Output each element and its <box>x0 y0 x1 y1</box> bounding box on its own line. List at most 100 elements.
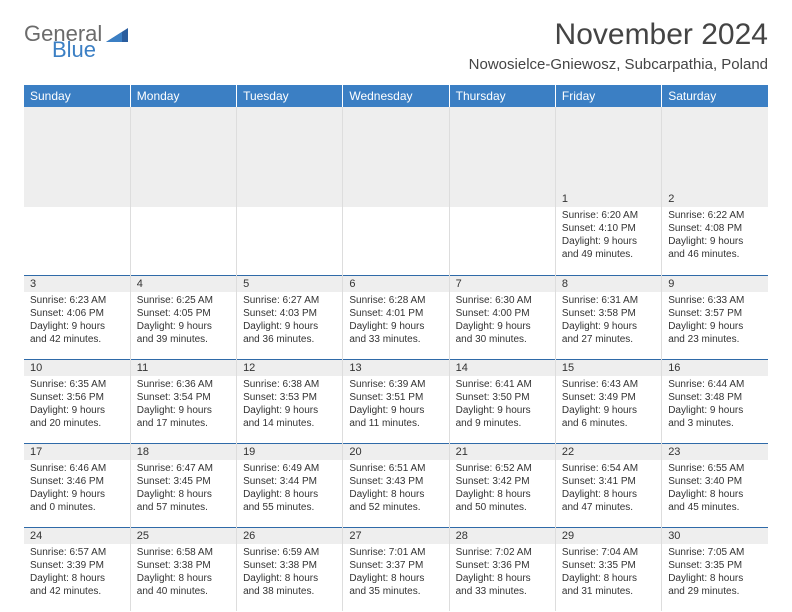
day-number: 8 <box>556 275 661 292</box>
calendar-empty-cell <box>237 191 343 275</box>
day-header: Thursday <box>449 85 555 107</box>
daylight-line1: Daylight: 8 hours <box>562 572 655 585</box>
sunrise-text: Sunrise: 6:30 AM <box>456 294 549 307</box>
daylight-line1: Daylight: 8 hours <box>137 488 230 501</box>
day-body: Sunrise: 7:04 AMSunset: 3:35 PMDaylight:… <box>556 544 661 602</box>
daylight-line2: and 49 minutes. <box>562 248 655 261</box>
sunrise-text: Sunrise: 6:43 AM <box>562 378 655 391</box>
sunset-text: Sunset: 4:06 PM <box>30 307 124 320</box>
day-body: Sunrise: 7:05 AMSunset: 3:35 PMDaylight:… <box>662 544 768 602</box>
daylight-line2: and 36 minutes. <box>243 333 336 346</box>
calendar-day-cell: 21Sunrise: 6:52 AMSunset: 3:42 PMDayligh… <box>449 443 555 527</box>
sunset-text: Sunset: 3:36 PM <box>456 559 549 572</box>
month-title: November 2024 <box>469 18 768 52</box>
day-number: 20 <box>343 443 448 460</box>
calendar-day-cell: 22 Sunrise: 6:54 AMSunset: 3:41 PMDayligh… <box>555 443 661 527</box>
day-number: 27 <box>343 527 448 544</box>
daylight-line1: Daylight: 9 hours <box>562 235 655 248</box>
day-body: Sunrise: 6:39 AMSunset: 3:51 PMDaylight:… <box>343 376 448 434</box>
sunrise-text: Sunrise: 6:51 AM <box>349 462 442 475</box>
day-number: 24 <box>24 527 130 544</box>
day-body: Sunrise: 6:49 AMSunset: 3:44 PMDaylight:… <box>237 460 342 518</box>
sunrise-text: Sunrise: 6:36 AM <box>137 378 230 391</box>
day-number: 15 <box>556 359 661 376</box>
daylight-line1: Daylight: 9 hours <box>30 404 124 417</box>
day-number: 23 <box>662 443 768 460</box>
daylight-line1: Daylight: 8 hours <box>137 572 230 585</box>
sunrise-text: Sunrise: 6:47 AM <box>137 462 230 475</box>
spacer-row <box>24 107 768 191</box>
daylight-line1: Daylight: 9 hours <box>456 404 549 417</box>
sunrise-text: Sunrise: 6:39 AM <box>349 378 442 391</box>
calendar-day-cell: 16Sunrise: 6:44 AMSunset: 3:48 PMDayligh… <box>662 359 768 443</box>
sunset-text: Sunset: 3:41 PM <box>562 475 655 488</box>
daylight-line2: and 47 minutes. <box>562 501 655 514</box>
calendar-day-cell: 15Sunrise: 6:43 AMSunset: 3:49 PMDayligh… <box>555 359 661 443</box>
calendar-empty-cell <box>130 191 236 275</box>
day-number: 9 <box>662 275 768 292</box>
sunset-text: Sunset: 3:44 PM <box>243 475 336 488</box>
calendar-week-row: 3Sunrise: 6:23 AMSunset: 4:06 PMDaylight… <box>24 275 768 359</box>
sunrise-text: Sunrise: 6:54 AM <box>562 462 655 475</box>
calendar-empty-cell <box>343 191 449 275</box>
sunset-text: Sunset: 3:53 PM <box>243 391 336 404</box>
day-body: Sunrise: 6:23 AMSunset: 4:06 PMDaylight:… <box>24 292 130 350</box>
day-body: Sunrise: 6:38 AMSunset: 3:53 PMDaylight:… <box>237 376 342 434</box>
daylight-line1: Daylight: 9 hours <box>668 320 762 333</box>
day-header: Tuesday <box>237 85 343 107</box>
daylight-line2: and 42 minutes. <box>30 585 124 598</box>
daylight-line1: Daylight: 9 hours <box>668 404 762 417</box>
daylight-line1: Daylight: 8 hours <box>668 572 762 585</box>
empty-daynum <box>24 191 130 207</box>
sunset-text: Sunset: 4:03 PM <box>243 307 336 320</box>
calendar-day-cell: 20Sunrise: 6:51 AMSunset: 3:43 PMDayligh… <box>343 443 449 527</box>
day-body: Sunrise: 6:30 AMSunset: 4:00 PMDaylight:… <box>450 292 555 350</box>
sunset-text: Sunset: 3:40 PM <box>668 475 762 488</box>
day-body: Sunrise: 6:31 AMSunset: 3:58 PMDaylight:… <box>556 292 661 350</box>
calendar-day-cell: 11Sunrise: 6:36 AMSunset: 3:54 PMDayligh… <box>130 359 236 443</box>
sunset-text: Sunset: 3:38 PM <box>137 559 230 572</box>
day-number: 2 <box>662 191 768 207</box>
daylight-line1: Daylight: 8 hours <box>243 572 336 585</box>
day-body: Sunrise: 6:52 AMSunset: 3:42 PMDaylight:… <box>450 460 555 518</box>
day-number: 6 <box>343 275 448 292</box>
day-body: Sunrise: 6:33 AMSunset: 3:57 PMDaylight:… <box>662 292 768 350</box>
sunset-text: Sunset: 3:38 PM <box>243 559 336 572</box>
sunset-text: Sunset: 3:46 PM <box>30 475 124 488</box>
daylight-line1: Daylight: 9 hours <box>456 320 549 333</box>
calendar-day-cell: 12Sunrise: 6:38 AMSunset: 3:53 PMDayligh… <box>237 359 343 443</box>
day-body: Sunrise: 6:36 AMSunset: 3:54 PMDaylight:… <box>131 376 236 434</box>
day-body: Sunrise: 6:41 AMSunset: 3:50 PMDaylight:… <box>450 376 555 434</box>
sunset-text: Sunset: 3:39 PM <box>30 559 124 572</box>
day-body: Sunrise: 6:25 AMSunset: 4:05 PMDaylight:… <box>131 292 236 350</box>
empty-daynum <box>131 191 236 207</box>
daylight-line2: and 55 minutes. <box>243 501 336 514</box>
daylight-line1: Daylight: 9 hours <box>668 235 762 248</box>
day-number: 10 <box>24 359 130 376</box>
daylight-line2: and 39 minutes. <box>137 333 230 346</box>
day-body: Sunrise: 6:59 AMSunset: 3:38 PMDaylight:… <box>237 544 342 602</box>
daylight-line1: Daylight: 9 hours <box>137 404 230 417</box>
day-body: Sunrise: 6:58 AMSunset: 3:38 PMDaylight:… <box>131 544 236 602</box>
daylight-line1: Daylight: 8 hours <box>456 572 549 585</box>
sunset-text: Sunset: 3:56 PM <box>30 391 124 404</box>
calendar-day-cell: 14Sunrise: 6:41 AMSunset: 3:50 PMDayligh… <box>449 359 555 443</box>
day-number: 22 <box>556 443 661 460</box>
calendar-day-cell: 10Sunrise: 6:35 AMSunset: 3:56 PMDayligh… <box>24 359 130 443</box>
location-text: Nowosielce-Gniewosz, Subcarpathia, Polan… <box>469 56 768 73</box>
day-header: Monday <box>130 85 236 107</box>
day-body: Sunrise: 6:57 AMSunset: 3:39 PMDaylight:… <box>24 544 130 602</box>
daylight-line2: and 31 minutes. <box>562 585 655 598</box>
calendar-day-cell: 23Sunrise: 6:55 AMSunset: 3:40 PMDayligh… <box>662 443 768 527</box>
daylight-line2: and 0 minutes. <box>30 501 124 514</box>
calendar-empty-cell <box>449 191 555 275</box>
day-header: Friday <box>555 85 661 107</box>
sunset-text: Sunset: 3:42 PM <box>456 475 549 488</box>
day-number: 7 <box>450 275 555 292</box>
calendar-day-cell: 29Sunrise: 7:04 AMSunset: 3:35 PMDayligh… <box>555 527 661 611</box>
daylight-line1: Daylight: 8 hours <box>562 488 655 501</box>
day-number: 5 <box>237 275 342 292</box>
calendar-day-cell: 27Sunrise: 7:01 AMSunset: 3:37 PMDayligh… <box>343 527 449 611</box>
day-number: 29 <box>556 527 661 544</box>
calendar-day-cell: 17Sunrise: 6:46 AMSunset: 3:46 PMDayligh… <box>24 443 130 527</box>
